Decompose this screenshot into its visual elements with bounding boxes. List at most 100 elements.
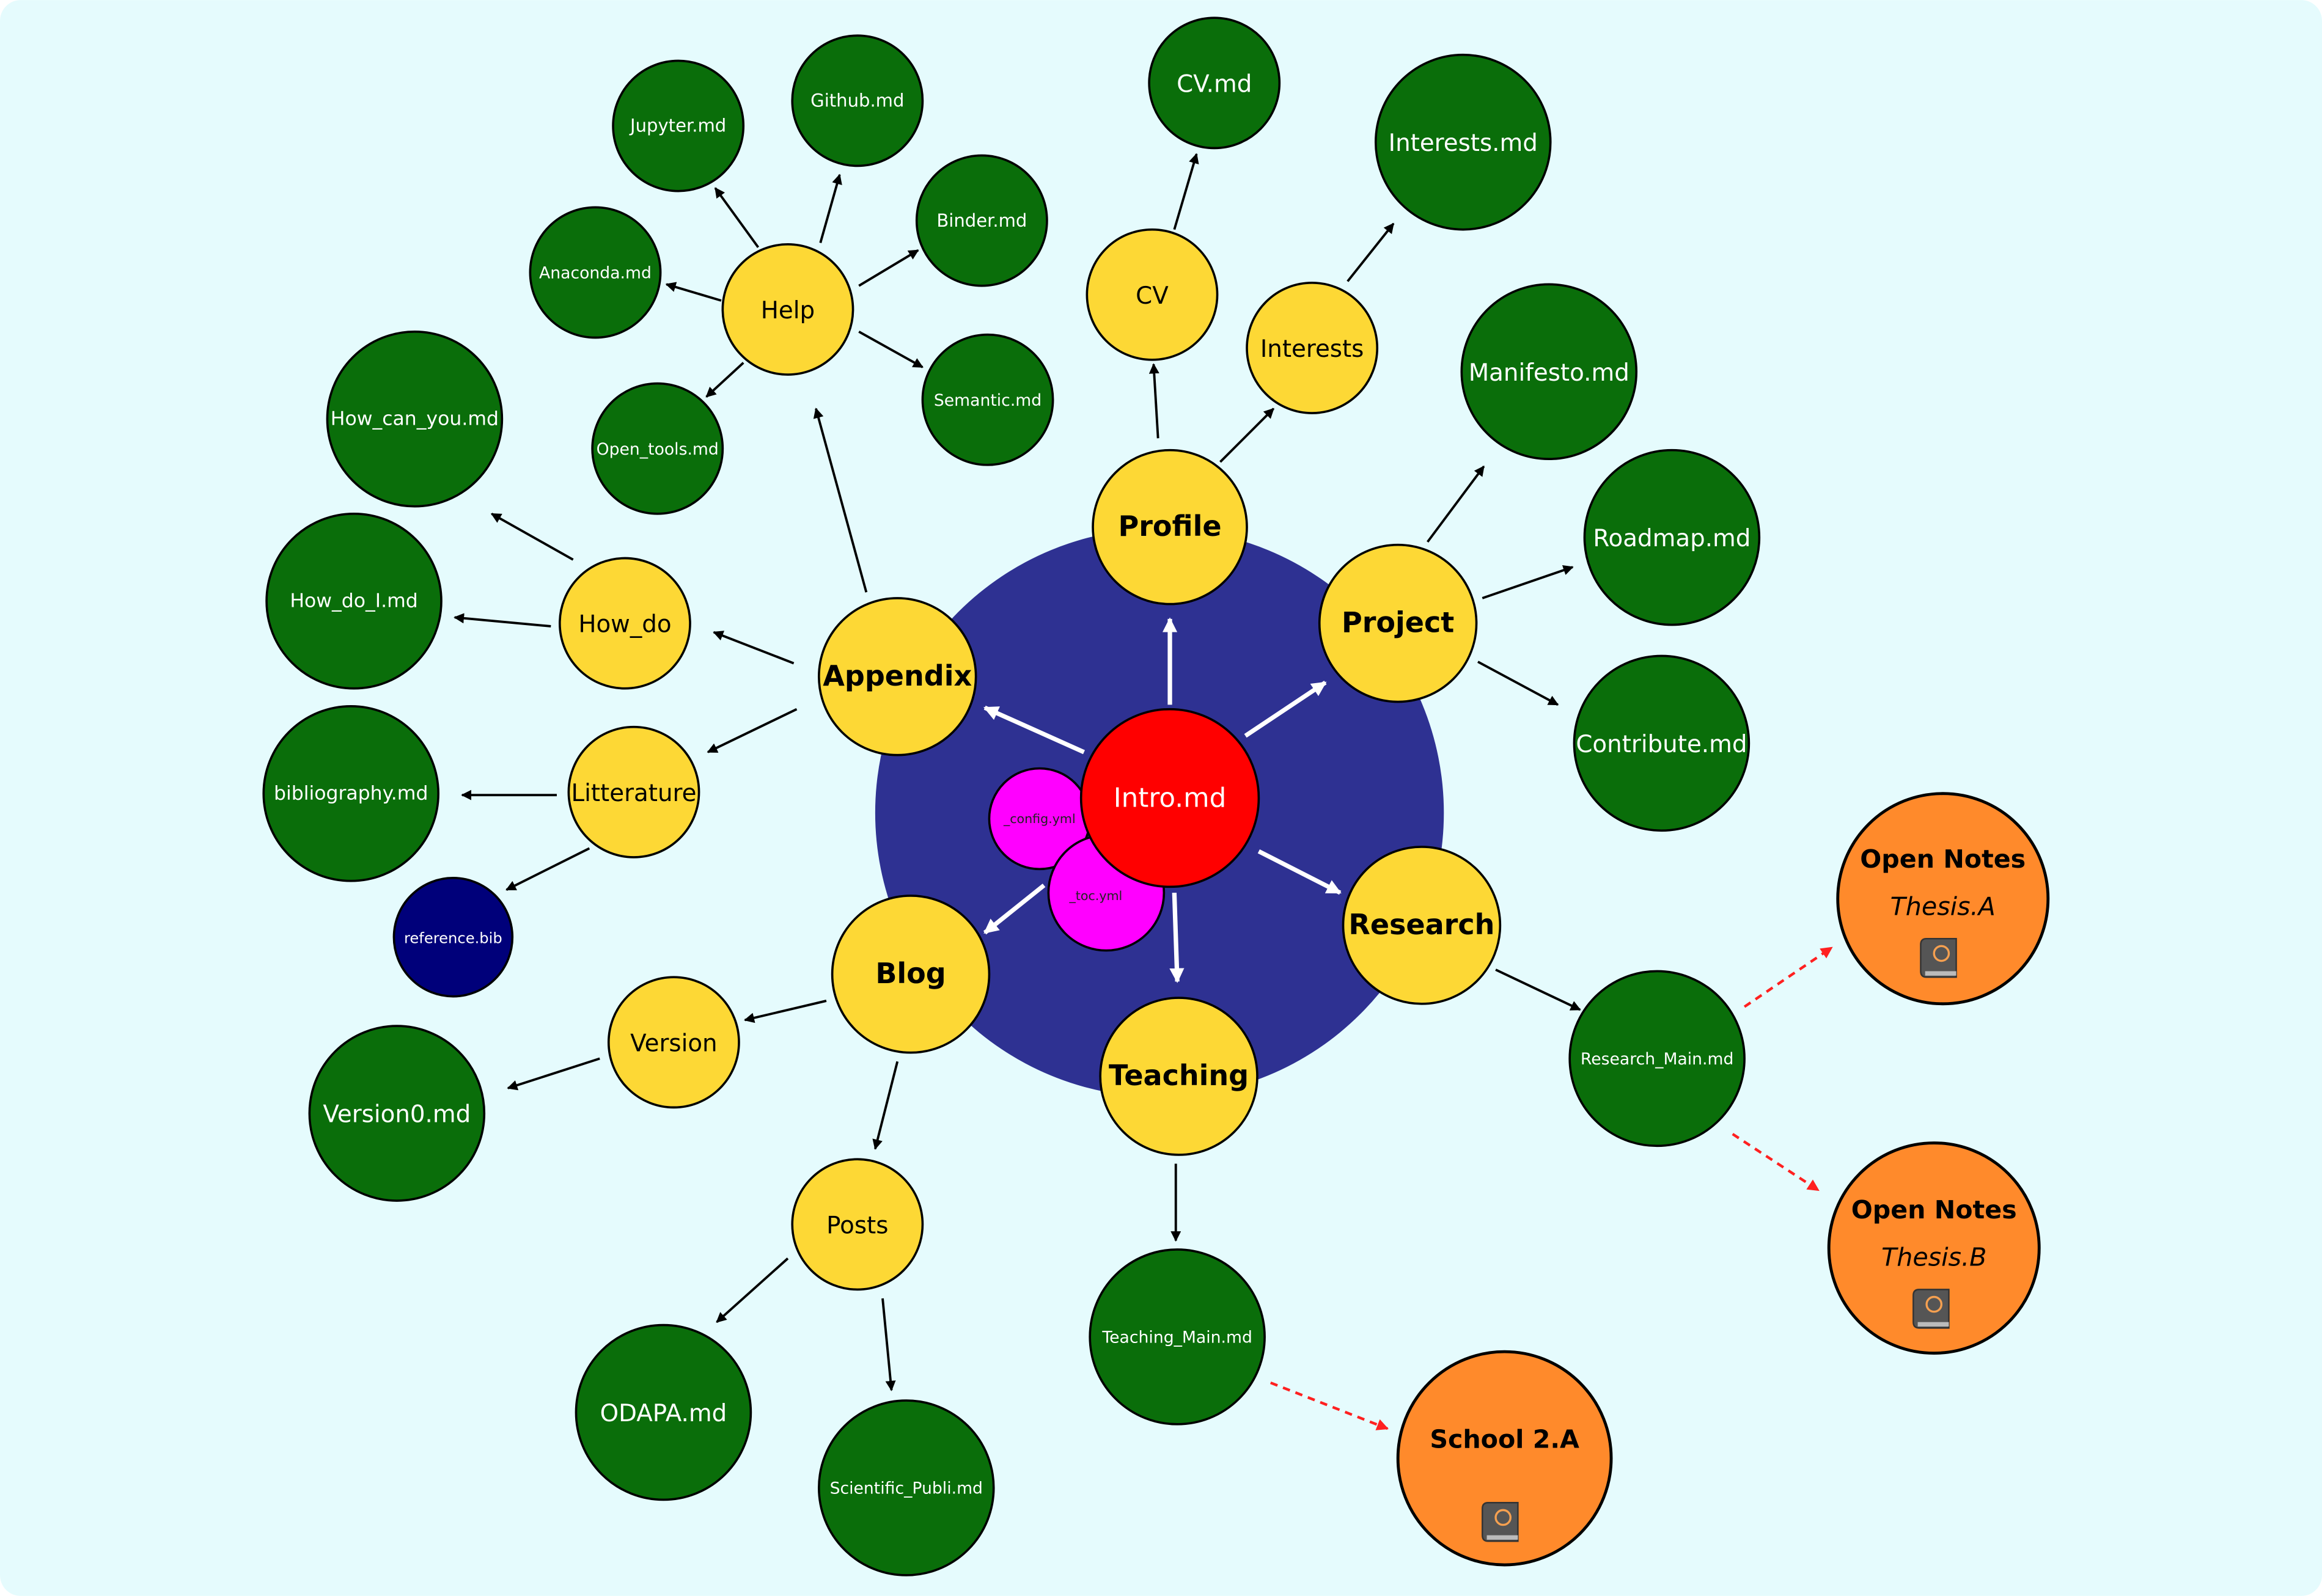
node-appendix[interactable]: Appendix: [818, 597, 977, 756]
node-contribute-md-label: Contribute.md: [1576, 731, 1747, 758]
node-thesis-a[interactable]: Open Notes Thesis.A: [1836, 792, 2050, 1006]
node-cv[interactable]: CV: [1086, 228, 1219, 361]
node-school[interactable]: School 2.A: [1396, 1350, 1613, 1567]
node-research-label: Research: [1348, 908, 1494, 941]
node-cv-label: CV: [1136, 282, 1169, 310]
arrow-project-manifesto: [1427, 465, 1485, 543]
dashed-arrows: [1269, 946, 1833, 1430]
node-research-main-md-label: Research_Main.md: [1581, 1050, 1733, 1069]
node-open-tools-md[interactable]: Open_tools.md: [591, 382, 724, 515]
node-how-can-you-md[interactable]: How_can_you.md: [326, 330, 504, 508]
node-how-do-i-md[interactable]: How_do_I.md: [265, 512, 443, 690]
node-semantic-md-label: Semantic.md: [934, 391, 1042, 410]
node-scientific-publi-md[interactable]: Scientific_Publi.md: [818, 1399, 995, 1576]
node-thesis-a-title: Open Notes: [1860, 844, 2026, 874]
arrow-howdo-howcanyou: [490, 513, 574, 561]
node-bibliography-md-label: bibliography.md: [274, 782, 428, 804]
arrow-blog-version: [744, 1000, 827, 1023]
arrow-appendix-help: [813, 408, 868, 593]
node-research[interactable]: Research: [1342, 846, 1502, 1005]
jupyter-book-icon: [1912, 1289, 1950, 1329]
node-thesis-a-subtitle: Thesis.A: [1890, 891, 1996, 921]
node-teaching[interactable]: Teaching: [1099, 997, 1258, 1156]
arrow-project-contribute: [1477, 661, 1559, 706]
node-version[interactable]: Version: [607, 976, 740, 1109]
arrow-help-github: [819, 174, 842, 243]
arrow-help-binder: [858, 249, 919, 287]
node-profile[interactable]: Profile: [1092, 448, 1248, 606]
node-interests-md[interactable]: Interests.md: [1374, 53, 1552, 231]
arrow-litterature-reference: [505, 847, 590, 891]
jupyter-book-icon: [1920, 937, 1957, 978]
node-odapa-md-label: ODAPA.md: [600, 1400, 727, 1427]
node-posts[interactable]: Posts: [791, 1158, 924, 1291]
node-interests-label: Interests: [1260, 335, 1364, 363]
node-binder-md[interactable]: Binder.md: [915, 154, 1048, 287]
arrow-appendix-litterature: [707, 708, 798, 753]
node-anaconda-md[interactable]: Anaconda.md: [529, 206, 662, 339]
arrow-howdo-howdoi: [454, 613, 551, 628]
node-thesis-b-subtitle: Thesis.B: [1881, 1243, 1986, 1272]
node-odapa-md[interactable]: ODAPA.md: [575, 1323, 752, 1501]
node-teaching-main-md[interactable]: Teaching_Main.md: [1089, 1248, 1266, 1426]
node-version-label: Version: [630, 1030, 718, 1057]
arrow-research-researchmain: [1495, 968, 1581, 1011]
node-jupyter-md-label: Jupyter.md: [629, 115, 726, 136]
node-thesis-b-title: Open Notes: [1851, 1195, 2017, 1224]
node-reference-bib-label: reference.bib: [404, 929, 502, 946]
arrow-cv-cvmd: [1173, 153, 1199, 230]
node-toc-label: _toc.yml: [1069, 888, 1123, 904]
node-github-md[interactable]: Github.md: [791, 34, 924, 167]
arrows: [454, 153, 1581, 1391]
arrow-profile-cv: [1148, 363, 1159, 439]
node-bibliography-md[interactable]: bibliography.md: [262, 705, 439, 882]
node-reference-bib[interactable]: reference.bib: [392, 877, 514, 998]
hub-arrow-research: [1257, 849, 1342, 895]
arrow-appendix-howdo: [713, 631, 795, 665]
node-appendix-label: Appendix: [823, 659, 972, 692]
node-research-main-md[interactable]: Research_Main.md: [1568, 970, 1746, 1148]
node-help-label: Help: [761, 297, 815, 324]
node-binder-md-label: Binder.md: [936, 210, 1027, 231]
node-blog[interactable]: Blog: [831, 895, 991, 1054]
node-posts-label: Posts: [826, 1212, 888, 1239]
dashed-arrow-thesis-a: [1743, 946, 1833, 1008]
node-how-do-i-md-label: How_do_I.md: [290, 590, 417, 612]
node-profile-label: Profile: [1118, 510, 1221, 543]
node-teaching-main-md-label: Teaching_Main.md: [1101, 1328, 1252, 1347]
hub-arrow-teaching: [1169, 892, 1185, 983]
node-scientific-publi-md-label: Scientific_Publi.md: [830, 1479, 983, 1498]
node-project[interactable]: Project: [1318, 543, 1478, 703]
node-cv-md-label: CV.md: [1177, 70, 1252, 98]
arrow-interests-interestsmd: [1347, 222, 1395, 282]
jupyter-book-icon: [1482, 1502, 1519, 1542]
node-litterature-label: Litterature: [571, 780, 697, 807]
node-project-label: Project: [1342, 606, 1454, 639]
arrow-project-roadmap: [1482, 565, 1574, 599]
node-interests-md-label: Interests.md: [1389, 130, 1538, 157]
node-litterature[interactable]: Litterature: [567, 725, 700, 858]
node-thesis-b[interactable]: Open Notes Thesis.B: [1827, 1141, 2041, 1355]
node-manifesto-md[interactable]: Manifesto.md: [1460, 283, 1638, 460]
arrow-help-opentools: [705, 362, 744, 398]
arrow-help-semantic: [858, 331, 924, 368]
arrow-version-version0: [507, 1057, 600, 1091]
node-interests[interactable]: Interests: [1246, 282, 1379, 414]
arrow-profile-interests: [1219, 408, 1275, 463]
node-cv-md[interactable]: CV.md: [1148, 16, 1281, 150]
node-roadmap-md[interactable]: Roadmap.md: [1583, 448, 1761, 626]
node-manifesto-md-label: Manifesto.md: [1469, 359, 1629, 387]
node-how-do-label: How_do: [578, 611, 671, 639]
arrow-help-anaconda: [665, 282, 722, 302]
node-semantic-md[interactable]: Semantic.md: [921, 333, 1054, 466]
node-jupyter-md[interactable]: Jupyter.md: [612, 59, 745, 192]
node-anaconda-md-label: Anaconda.md: [539, 264, 652, 283]
node-school-title: School 2.A: [1430, 1425, 1579, 1454]
node-help[interactable]: Help: [721, 243, 854, 376]
node-intro[interactable]: Intro.md: [1079, 708, 1260, 888]
node-blog-label: Blog: [875, 957, 946, 990]
node-version0-md[interactable]: Version0.md: [308, 1025, 486, 1202]
node-how-do[interactable]: How_do: [559, 557, 691, 690]
node-contribute-md[interactable]: Contribute.md: [1573, 654, 1751, 832]
